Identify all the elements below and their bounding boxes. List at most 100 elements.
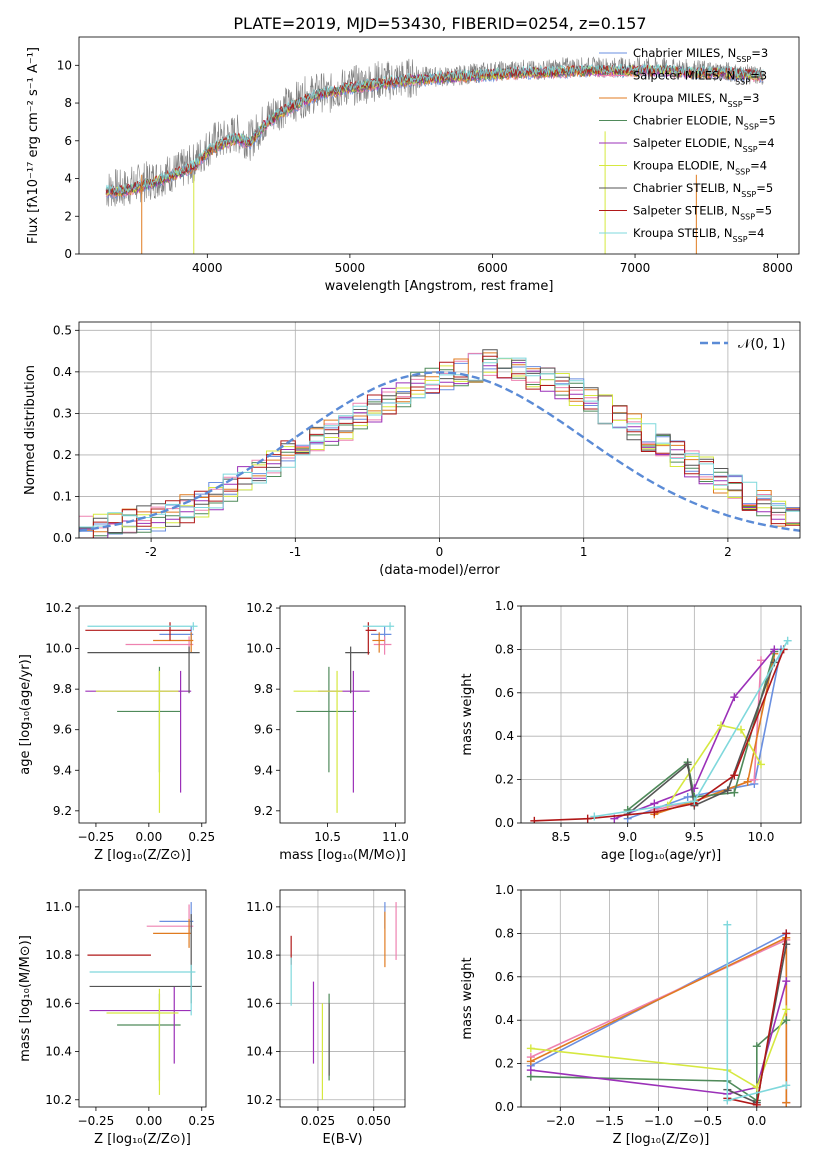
x-tick-label: 8000 [762,261,793,275]
axes-frame [279,889,406,1108]
y-tick-label: 10.6 [246,996,273,1010]
weight-marker [590,812,599,821]
y-tick-label: 10 [57,58,72,72]
x-axis-label: mass [log₁₀(M/M⊙)] [279,848,406,863]
weight-marker [757,656,765,665]
x-tick-label: 0.050 [357,1114,391,1128]
plot-area [290,902,397,1100]
x-tick-label: 0.00 [135,830,162,844]
errorbar-point [89,914,202,1004]
weight-series-5 [530,1009,788,1089]
figure-title: PLATE=2019, MJD=53430, FIBERID=0254, z=0… [233,14,646,33]
x-axis-label: wavelength [Angstrom, rest frame] [325,279,554,294]
weight-marker [752,1100,761,1107]
x-tick-label: −0.25 [78,1114,115,1128]
y-tick-label: 0.6 [495,686,514,700]
y-tick-label: 2 [64,209,72,223]
model-spectrum-0 [105,68,764,200]
model-spectrum-3 [105,65,764,196]
legend-label: Kroupa STELIB, NSSP=4 [633,226,764,244]
axes-frame [78,889,207,1108]
plot-mass-weight-vs-age: 8.5 9.0 9.5 10.0 0.0 0.2 0.4 0.6 0.8 1.0 age [log₁… [460,599,802,863]
weight-marker [650,799,659,808]
plot-spectrum: 4000 5000 6000 7000 8000 0 2 4 6 8 10 wavelength [A… [26,36,800,294]
weight-marker [723,1096,732,1105]
residual-histogram-8 [79,357,800,538]
weight-marker [723,786,732,795]
weight-series-0 [627,649,782,820]
weight-marker [730,771,739,780]
y-tick-label: 0.4 [495,1013,514,1027]
y-tick-label: 0.1 [53,489,72,503]
errorbar-point [362,622,395,631]
x-tick-label: 0.025 [301,1114,335,1128]
x-tick-label: 9.0 [618,830,637,844]
legend-label: Chabrier MILES, NSSP=3 [633,46,768,64]
x-tick-label: 8.5 [551,830,570,844]
errorbar-point [87,646,200,694]
y-tick-label: 9.6 [53,723,72,737]
errorbar-point [87,622,198,631]
x-tick-label: 10.5 [314,830,341,844]
gridlines [280,890,405,1107]
plot-age-vs-mass: 10.5 11.0 9.2 9.4 9.6 9.8 10.0 10.2 mass [log₁₀(… [246,601,409,863]
x-tick-label: 4000 [192,261,223,275]
x-tick-label: 0.25 [188,1114,215,1128]
y-tick-label: 1.0 [495,883,514,897]
errorbar-point [372,632,385,653]
plot-area [85,622,200,813]
x-tick-label: 7000 [620,261,651,275]
y-axis-label: mass weight [460,673,475,755]
axes-frame [279,605,406,824]
weight-series-7 [534,649,785,822]
x-tick-label: 0 [436,545,444,559]
errorbar-point [117,666,181,773]
model-spectrum-1 [105,67,764,198]
y-tick-label: 10.2 [45,1093,72,1107]
x-tick-label: 5000 [335,261,366,275]
weight-marker [526,1066,535,1075]
y-tick-label: 0.8 [495,642,514,656]
y-tick-label: 4 [64,172,72,186]
y-tick-label: 0.2 [53,448,72,462]
axes-frame [78,605,207,824]
y-tick-label: 8 [64,96,72,110]
x-tick-label: 0.00 [135,1114,162,1128]
x-tick-label: -1 [289,545,301,559]
y-tick-label: 11.0 [246,900,273,914]
x-tick-label: 9.5 [685,830,704,844]
y-tick-label: 0.2 [495,773,514,787]
plot-mass-vs-EBV: 0.025 0.050 10.2 10.4 10.6 10.8 11.0 E(B-V) [246,889,406,1147]
plot-area [530,636,792,823]
plot-mass-vs-Z: −0.25 0.00 0.25 10.2 10.4 10.6 10.8 11.0 Z [log₁… [18,889,215,1147]
errorbar-point [296,666,357,773]
y-tick-label: 6 [64,134,72,148]
x-axis-label: Z [log₁₀(Z/Z⊙)] [94,1132,191,1147]
weight-marker [730,693,739,702]
y-tick-label: 10.6 [45,996,72,1010]
y-axis-label: age [log₁₀(age/yr)] [18,654,33,775]
y-tick-label: 10.8 [246,948,273,962]
errorbar-point [153,632,194,653]
weight-marker [650,808,659,817]
weight-marker [723,920,732,929]
weight-series-5 [667,724,762,807]
plot-mass-weight-vs-Z: −2.0 −1.5 −1.0 −0.5 0.0 0.0 0.2 0.4 0.6 0.8 1.0 Z [… [460,883,802,1147]
x-tick-label: -2 [145,545,157,559]
y-tick-label: 0.0 [495,816,514,830]
x-axis-label: Z [log₁₀(Z/Z⊙)] [613,1132,710,1147]
y-axis-label: Flux [fλ10⁻¹⁷ erg cm⁻² s⁻¹ A⁻¹] [26,47,41,244]
weight-marker [690,797,699,806]
x-axis-label: age [log₁₀(age/yr)] [601,848,722,863]
errorbar-point [95,670,179,813]
axes-frame [78,321,801,539]
axes-frame [520,605,802,824]
x-axis-label: Z [log₁₀(Z/Z⊙)] [94,848,191,863]
weight-marker [782,1005,791,1014]
y-tick-label: 9.8 [53,682,72,696]
plot-area [526,920,791,1107]
weight-marker [752,1042,761,1051]
y-axis-label: Normed distribution [23,365,38,495]
y-tick-label: 10.4 [45,1045,72,1059]
